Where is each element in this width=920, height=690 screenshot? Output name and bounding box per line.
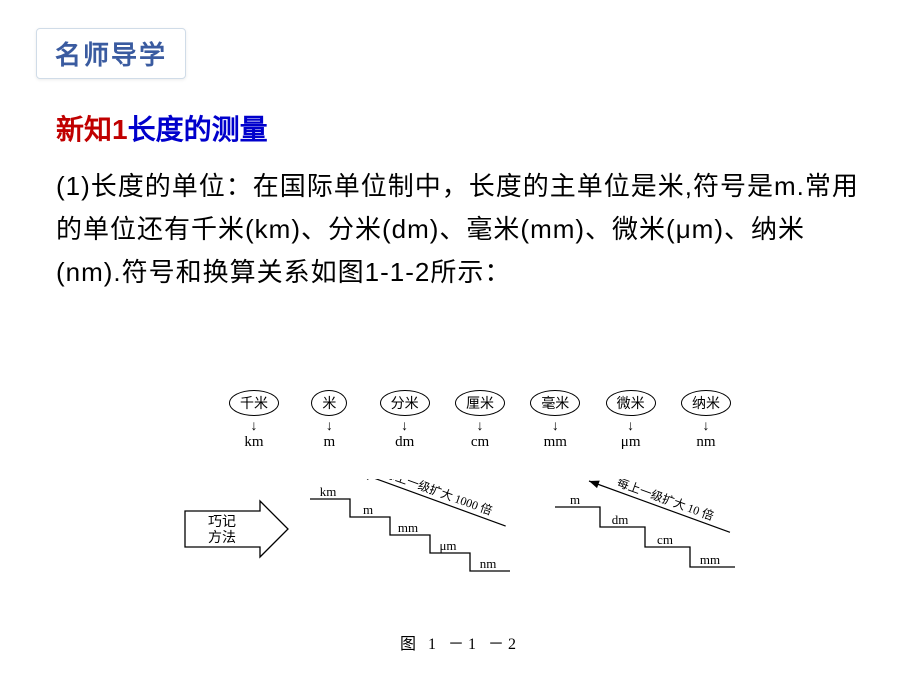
unit-sym: nm: [696, 434, 715, 451]
down-arrow-icon: ↓: [627, 418, 634, 432]
unit-sym: μm: [621, 434, 641, 451]
heading-prefix: 新知: [56, 114, 112, 145]
unit-sym: m: [323, 434, 335, 451]
figure-caption: 图 1 －1 －2: [0, 630, 920, 654]
unit-sym: dm: [395, 434, 414, 451]
method-l1: 巧记: [208, 514, 236, 530]
unit-cn: 千米: [229, 390, 279, 416]
badge-text: 名师导学: [55, 40, 167, 70]
stair-label: nm: [480, 556, 497, 571]
unit-col: 厘米 ↓ cm: [446, 390, 514, 451]
unit-cn: 毫米: [530, 390, 580, 416]
units-row: 千米 ↓ km 米 ↓ m 分米 ↓ dm 厘米 ↓ cm 毫米 ↓ mm 微米…: [220, 390, 740, 451]
unit-col: 米 ↓ m: [295, 390, 363, 451]
stairs-right: m dm cm mm 每上一级扩大 10 倍: [545, 479, 755, 594]
down-arrow-icon: ↓: [476, 418, 483, 432]
down-arrow-icon: ↓: [326, 418, 333, 432]
heading-num: 1: [112, 114, 128, 145]
stairs-left: km m mm μm nm 每上一级扩大 1000 倍: [300, 479, 530, 594]
unit-col: 分米 ↓ dm: [371, 390, 439, 451]
unit-sym: km: [244, 434, 263, 451]
unit-sym: mm: [544, 434, 567, 451]
unit-cn: 纳米: [681, 390, 731, 416]
method-l2: 方法: [208, 530, 236, 546]
lower-diagram: 巧记 方法 km m mm μm nm 每上一级扩大 1000 倍 m dm c…: [190, 465, 770, 585]
down-arrow-icon: ↓: [251, 418, 258, 432]
stair-note: 每上一级扩大 10 倍: [615, 479, 716, 523]
method-arrow-icon: 巧记 方法: [180, 499, 290, 559]
stair-label: dm: [612, 512, 629, 527]
badge: 名师导学: [36, 28, 186, 79]
stair-label: mm: [700, 552, 720, 567]
unit-col: 千米 ↓ km: [220, 390, 288, 451]
down-arrow-icon: ↓: [552, 418, 559, 432]
heading-title: 长度的测量: [128, 114, 268, 145]
stair-note: 每上一级扩大 1000 倍: [382, 479, 494, 518]
stair-label: cm: [657, 532, 673, 547]
unit-diagram: 千米 ↓ km 米 ↓ m 分米 ↓ dm 厘米 ↓ cm 毫米 ↓ mm 微米…: [190, 390, 770, 570]
stair-label: μm: [439, 538, 456, 553]
section-heading: 新知1长度的测量: [56, 108, 268, 148]
unit-cn: 分米: [380, 390, 430, 416]
down-arrow-icon: ↓: [401, 418, 408, 432]
unit-cn: 厘米: [455, 390, 505, 416]
paragraph: (1)长度的单位：在国际单位制中，长度的主单位是米,符号是m.常用的单位还有千米…: [56, 165, 864, 294]
stair-label: m: [570, 492, 580, 507]
down-arrow-icon: ↓: [702, 418, 709, 432]
stair-label: m: [363, 502, 373, 517]
unit-col: 纳米 ↓ nm: [672, 390, 740, 451]
unit-sym: cm: [471, 434, 489, 451]
stair-label: mm: [398, 520, 418, 535]
unit-col: 毫米 ↓ mm: [521, 390, 589, 451]
unit-cn: 米: [311, 390, 347, 416]
unit-col: 微米 ↓ μm: [597, 390, 665, 451]
unit-cn: 微米: [606, 390, 656, 416]
stair-label: km: [320, 484, 337, 499]
